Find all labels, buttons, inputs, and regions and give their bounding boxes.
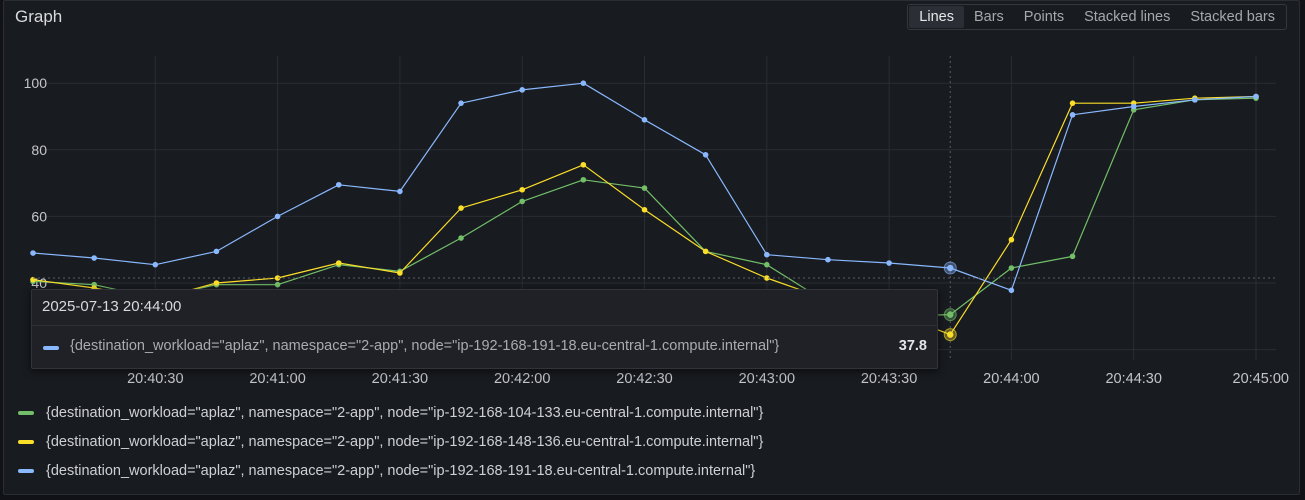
view-mode-selector: Lines Bars Points Stacked lines Stacked … xyxy=(907,4,1287,30)
data-point xyxy=(397,270,403,276)
hover-marker-dot xyxy=(947,311,954,318)
x-tick-label: 20:41:00 xyxy=(249,371,305,387)
graph-panel: Graph Lines Bars Points Stacked lines St… xyxy=(3,0,1300,495)
legend-label: {destination_workload="aplaz", namespace… xyxy=(46,433,764,450)
data-point xyxy=(580,176,587,183)
tooltip-series-label: {destination_workload="aplaz", namespace… xyxy=(70,338,780,354)
data-point xyxy=(1192,97,1198,103)
data-point xyxy=(519,198,525,205)
data-point xyxy=(1008,265,1015,271)
data-point xyxy=(580,80,587,86)
data-point xyxy=(825,256,831,263)
data-point xyxy=(335,181,342,188)
data-point xyxy=(886,260,892,266)
view-mode-stacked-lines[interactable]: Stacked lines xyxy=(1084,9,1171,25)
data-point xyxy=(30,250,36,256)
data-point xyxy=(274,275,281,281)
data-point xyxy=(458,235,464,241)
x-tick-label: 20:40:30 xyxy=(127,371,183,387)
data-point xyxy=(641,117,648,123)
chart-hover xyxy=(33,56,1276,360)
x-tick-label: 20:42:00 xyxy=(494,371,550,387)
view-mode-stacked-bars[interactable]: Stacked bars xyxy=(1190,9,1275,25)
data-point xyxy=(519,186,525,193)
legend-swatch xyxy=(18,410,34,415)
x-tick-label: 20:44:00 xyxy=(983,371,1039,387)
data-point xyxy=(458,205,464,211)
data-point xyxy=(641,206,648,213)
data-point xyxy=(580,161,587,168)
x-axis: 20:40:30 20:41:00 20:41:30 20:42:00 20:42:30… xyxy=(127,371,1289,387)
hover-marker-dot xyxy=(947,264,954,272)
legend-label: {destination_workload="aplaz", namespace… xyxy=(46,462,756,479)
data-point xyxy=(335,260,342,266)
data-point xyxy=(1069,100,1076,106)
view-mode-bars[interactable]: Bars xyxy=(973,9,1004,25)
data-point xyxy=(1069,253,1076,260)
x-tick-label: 20:43:30 xyxy=(861,371,917,387)
panel-title: Graph xyxy=(15,7,63,26)
hover-marker-dot xyxy=(947,331,954,338)
data-point xyxy=(764,275,770,281)
data-point xyxy=(397,188,403,195)
data-point xyxy=(641,185,648,191)
data-point xyxy=(1008,236,1015,243)
data-point xyxy=(519,87,525,93)
legend-swatch xyxy=(18,468,34,473)
data-point xyxy=(213,248,220,255)
data-point xyxy=(1008,287,1015,294)
x-tick-label: 20:43:00 xyxy=(739,371,795,387)
legend-item-node-191-18[interactable]: {destination_workload="aplaz", namespace… xyxy=(18,456,763,485)
tooltip-series-swatch xyxy=(43,346,59,350)
hover-tooltip: 2025-07-13 20:44:00 {destination_workloa… xyxy=(31,289,938,369)
tooltip-divider xyxy=(32,325,937,326)
x-tick-label: 20:42:30 xyxy=(616,371,672,387)
data-point xyxy=(152,261,159,268)
chart-legend: {destination_workload="aplaz", namespace… xyxy=(18,398,763,485)
data-point xyxy=(274,213,281,220)
data-point xyxy=(1069,112,1076,118)
data-point xyxy=(274,281,281,288)
y-tick-label: 80 xyxy=(31,142,47,158)
x-tick-label: 20:45:00 xyxy=(1233,371,1289,387)
x-tick-label: 20:41:30 xyxy=(372,371,428,387)
legend-item-node-148-136[interactable]: {destination_workload="aplaz", namespace… xyxy=(18,427,763,456)
series-3 xyxy=(30,80,1259,294)
data-point xyxy=(702,248,709,255)
data-point xyxy=(91,255,97,261)
legend-item-node-104-133[interactable]: {destination_workload="aplaz", namespace… xyxy=(18,398,763,427)
x-tick-label: 20:44:30 xyxy=(1105,371,1161,387)
view-mode-points[interactable]: Points xyxy=(1023,9,1065,25)
tooltip-time: 2025-07-13 20:44:00 xyxy=(42,298,182,315)
data-point xyxy=(702,151,709,158)
data-point xyxy=(764,261,770,268)
y-tick-label: 100 xyxy=(24,75,48,91)
data-point xyxy=(1130,103,1137,110)
legend-swatch xyxy=(18,439,34,444)
tooltip-value: 37.8 xyxy=(898,338,927,354)
data-point xyxy=(1253,93,1259,100)
legend-label: {destination_workload="aplaz", namespace… xyxy=(46,404,764,421)
data-point xyxy=(213,280,220,286)
y-tick-label: 60 xyxy=(31,208,47,224)
data-point xyxy=(764,251,770,258)
data-point xyxy=(458,100,464,106)
view-mode-lines[interactable]: Lines xyxy=(909,6,964,28)
